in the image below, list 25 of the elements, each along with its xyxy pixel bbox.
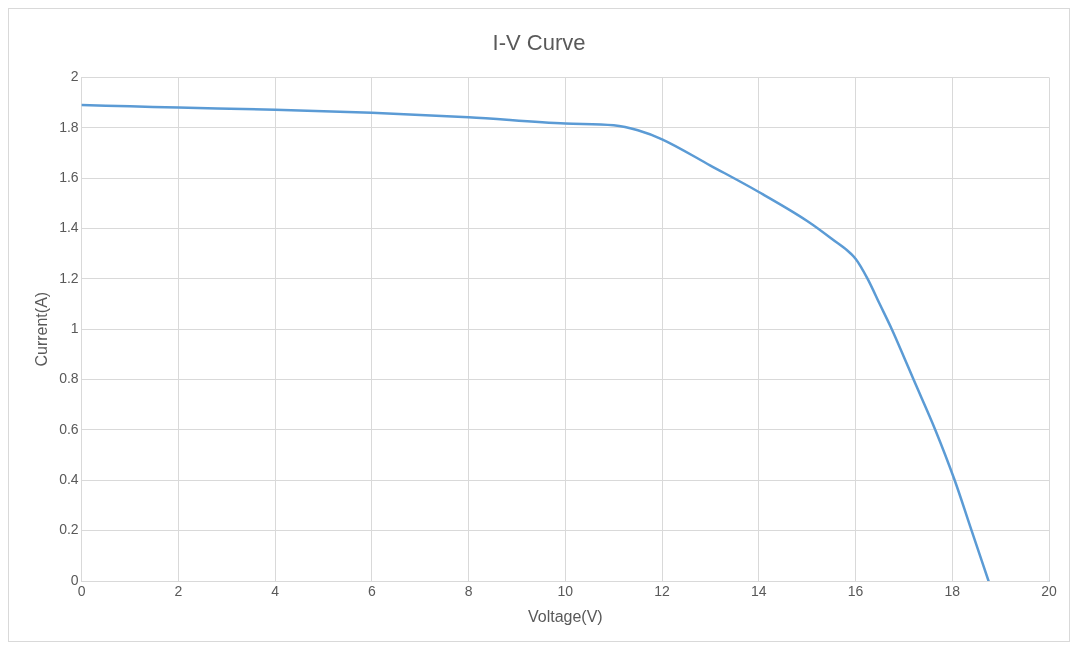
- y-tick-label: 1.2: [59, 269, 79, 286]
- x-tick-label: 2: [174, 583, 183, 600]
- y-tick-label: 1.6: [59, 168, 79, 185]
- chart-title: I-V Curve: [492, 30, 586, 56]
- y-tick-label: 1.4: [59, 219, 79, 236]
- x-axis-title: Voltage(V): [527, 607, 603, 625]
- x-tick-label: 6: [367, 583, 376, 600]
- x-tick-label: 12: [654, 583, 671, 600]
- y-axis-title: Current(A): [33, 291, 51, 367]
- x-tick-label: 8: [464, 583, 473, 600]
- x-tick-label: 20: [1041, 583, 1057, 600]
- y-tick-label: 1.8: [59, 118, 79, 135]
- line-series: [81, 103, 990, 581]
- x-tick-label: 14: [751, 583, 767, 600]
- y-tick-label: 0.2: [59, 521, 79, 538]
- x-tick-label: 18: [944, 583, 961, 600]
- y-tick-label: 0.8: [59, 370, 79, 387]
- x-tick-label: 4: [271, 583, 280, 600]
- y-tick-label: 1: [70, 320, 79, 337]
- y-tick-label: 0: [70, 571, 79, 588]
- x-tick-label: 16: [847, 583, 864, 600]
- y-tick-label: 0.4: [59, 471, 79, 488]
- x-tick-label: 10: [557, 583, 574, 600]
- y-tick-label: 2: [70, 68, 79, 85]
- y-tick-label: 0.6: [59, 420, 79, 437]
